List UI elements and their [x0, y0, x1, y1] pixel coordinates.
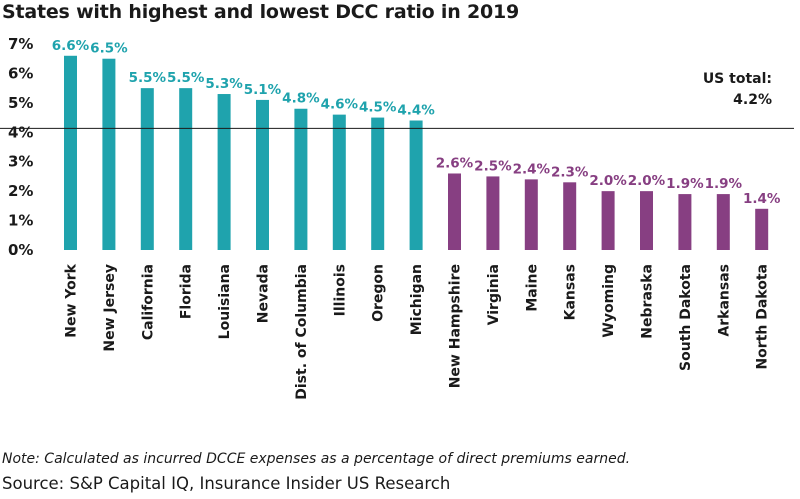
- us-total-value: 4.2%: [733, 92, 772, 108]
- x-axis-ticks: New York New Jersey California Florida Louis…: [64, 263, 771, 399]
- data-label: 5.5%: [129, 70, 167, 86]
- bar: [64, 55, 77, 251]
- data-label: 5.3%: [205, 76, 243, 92]
- bar: [678, 194, 692, 250]
- bar: [755, 208, 769, 250]
- y-tick-label: 4%: [8, 123, 33, 141]
- data-label: 4.6%: [321, 97, 359, 113]
- bar: [102, 58, 116, 250]
- data-label: 1.9%: [666, 176, 704, 192]
- data-label: 1.9%: [705, 176, 743, 192]
- bar: [601, 191, 615, 250]
- data-label: 2.6%: [436, 155, 474, 171]
- bar: [256, 99, 269, 251]
- x-tick-label: New Jersey: [102, 264, 118, 352]
- y-axis-ticks: 0% 1% 2% 3% 4% 5% 6% 7%: [8, 35, 33, 259]
- data-label: 2.0%: [589, 173, 627, 189]
- y-tick-label: 3%: [8, 153, 33, 171]
- bar: [409, 120, 423, 250]
- bar: [716, 194, 730, 250]
- data-label: 2.0%: [628, 173, 666, 189]
- y-tick-label: 2%: [8, 182, 33, 200]
- y-tick-label: 6%: [8, 64, 33, 82]
- reference-line-group: US total: 4.2%: [0, 71, 794, 129]
- bar: [371, 117, 385, 250]
- x-tick-label: Dist. of Columbia: [294, 264, 310, 400]
- bar: [563, 182, 577, 250]
- x-tick-label: Kansas: [563, 264, 579, 320]
- x-tick-label: Nevada: [256, 264, 272, 323]
- data-label: 2.5%: [474, 158, 512, 174]
- bar: [294, 108, 308, 250]
- bar-chart: 0%1%2%3%4%5%6%7% 6.6% 6.5%5.5% 5.5% 5.3% 5.1…: [0, 35, 794, 400]
- bar: [332, 114, 346, 250]
- bar: [640, 191, 653, 250]
- chart-note: Note: Calculated as incurred DCCE expens…: [2, 451, 631, 467]
- bar: [217, 94, 231, 251]
- x-tick-label: Florida: [179, 264, 195, 319]
- x-tick-label: Oregon: [371, 264, 387, 322]
- x-tick-label: North Dakota: [755, 264, 771, 370]
- x-tick-label: Maine: [524, 264, 540, 312]
- data-label: 4.5%: [359, 100, 397, 116]
- x-tick-label: Nebraska: [640, 264, 656, 339]
- bar: [140, 88, 154, 251]
- data-label: 5.5%: [167, 70, 205, 86]
- chart-source: Source: S&P Capital IQ, Insurance Inside…: [2, 474, 451, 493]
- x-tick-label: New York: [64, 263, 80, 337]
- x-tick-label: Arkansas: [716, 264, 732, 337]
- x-tick-label: New Hampshire: [448, 264, 464, 388]
- bars: [64, 55, 769, 251]
- data-label: 1.4%: [743, 191, 781, 207]
- x-tick-label: Illinois: [332, 264, 348, 316]
- data-label: 2.3%: [551, 164, 589, 180]
- y-tick-label: 7%: [8, 35, 33, 53]
- y-tick-label: 1%: [8, 212, 33, 230]
- data-label: 4.8%: [282, 91, 320, 107]
- chart-title: States with highest and lowest DCC ratio…: [2, 1, 520, 23]
- bar: [524, 179, 538, 250]
- x-tick-label: California: [140, 264, 156, 340]
- data-label: 4.4%: [397, 103, 435, 119]
- x-tick-label: Louisiana: [217, 264, 233, 339]
- y-tick-label: 5%: [8, 94, 33, 112]
- x-tick-label: Virginia: [486, 264, 502, 325]
- data-label: 6.6%: [52, 38, 90, 54]
- bar: [179, 88, 193, 251]
- x-tick-label: Wyoming: [601, 264, 617, 338]
- us-total-label: US total:: [703, 71, 772, 87]
- x-tick-label: South Dakota: [678, 264, 694, 371]
- data-label: 2.4%: [513, 161, 551, 177]
- x-tick-label: Michigan: [409, 264, 425, 335]
- y-tick-label: 0%: [8, 241, 33, 259]
- data-label: 5.1%: [244, 82, 282, 98]
- data-label: 6.5%: [90, 41, 128, 57]
- bar: [448, 173, 461, 250]
- bar: [486, 176, 500, 250]
- data-labels: 6.6% 6.5%5.5% 5.5% 5.3% 5.1%4.8% 4.6% 4.5% 4.4%…: [52, 38, 781, 207]
